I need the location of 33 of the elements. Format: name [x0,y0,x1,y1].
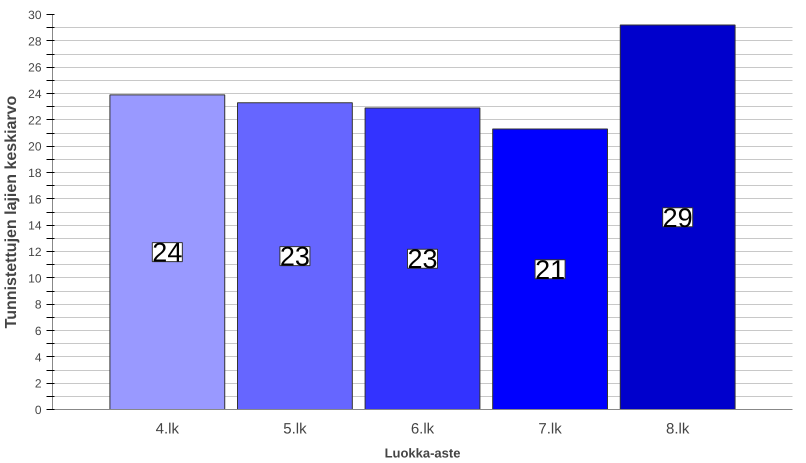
data-label: 23 [407,244,438,274]
y-tick-label: 2 [34,376,42,391]
x-tick-label: 5.lk [283,420,308,438]
y-tick-label: 22 [28,113,42,128]
y-tick-label: 0 [34,403,42,417]
x-tick-label: 8.lk [666,420,690,438]
bar [364,107,480,410]
y-tick-label: 16 [28,192,42,206]
x-tick-label: 4.lk [156,420,180,438]
bar [620,24,736,410]
y-tick-label: 30 [28,8,42,22]
y-tick-label: 8 [34,298,42,312]
y-axis-title: Tunnistettujen lajien keskiarvo [3,95,20,328]
data-label: 21 [535,254,566,285]
data-label: 29 [662,202,693,233]
y-tick-label: 28 [28,34,42,48]
y-tick-label: 26 [28,60,42,75]
x-axis-title: Luokka-aste [384,446,460,460]
y-tick-label: 18 [28,166,42,180]
y-tick-label: 6 [34,324,42,338]
bar [237,102,353,410]
data-label: 24 [152,238,182,268]
bar [109,94,226,410]
y-tick-label: 14 [28,218,42,233]
x-tick-label: 6.lk [410,420,435,438]
y-tick-label: 12 [28,245,42,259]
y-tick-label: 24 [28,87,42,101]
y-tick-label: 4 [34,350,42,364]
bar [492,128,608,410]
y-tick-label: 10 [28,271,42,286]
data-label: 23 [280,242,310,272]
y-tick-label: 20 [28,140,42,154]
x-tick-label: 7.lk [538,420,562,438]
